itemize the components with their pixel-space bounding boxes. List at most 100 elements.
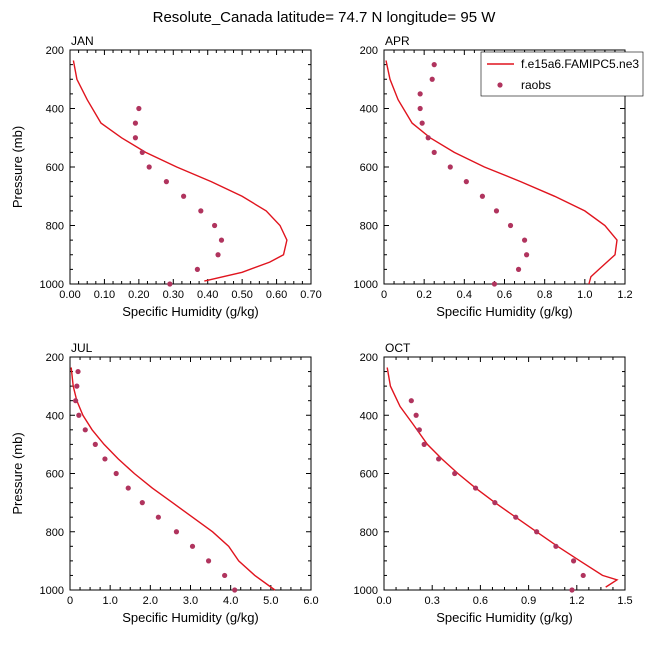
raobs-point (194, 266, 200, 272)
y-axis-label: Pressure (mb) (10, 432, 25, 514)
raobs-point (155, 514, 161, 520)
x-tick-label: 0.10 (94, 289, 115, 301)
x-tick-label: 1.5 (617, 595, 632, 607)
plot-frame (69, 49, 312, 285)
legend-box (480, 51, 644, 97)
x-tick-label: 0.60 (266, 289, 287, 301)
y-tick-label: 200 (360, 45, 378, 57)
raobs-point (570, 558, 577, 564)
raobs-point (215, 252, 221, 258)
y-tick-label: 200 (360, 352, 378, 364)
panel-oct: OCT 0.0 0.3 0.6 0.9 1.2 1.5 200 400 600 800 1000 Spe… (354, 341, 633, 625)
raobs-point (417, 105, 423, 112)
raobs-point (479, 193, 486, 199)
y-tick-label: 400 (46, 104, 64, 116)
raobs-point (452, 470, 458, 477)
raobs-point (580, 572, 586, 579)
x-tick-label: 2.0 (143, 595, 158, 607)
raobs-point (431, 62, 437, 68)
raobs-point (232, 587, 238, 593)
x-tick-label: 0.00 (59, 289, 80, 301)
raobs-point (113, 470, 119, 477)
raobs-point (136, 105, 142, 112)
raobs-point (198, 208, 204, 214)
raobs-point (416, 427, 422, 433)
y-tick-label: 600 (46, 469, 64, 481)
y-tick-label: 600 (360, 469, 378, 481)
raobs-point (491, 281, 498, 287)
x-tick-label: 3.0 (183, 595, 198, 607)
raobs-point (222, 572, 228, 579)
x-tick-label: 0.0 (376, 595, 391, 607)
y-tick-label: 1000 (354, 585, 378, 597)
y-tick-label: 200 (46, 352, 64, 364)
model-profile-line (385, 60, 618, 285)
raobs-point (75, 368, 81, 375)
raobs-point (73, 398, 79, 404)
raobs-point (472, 485, 479, 491)
x-axis-label: Specific Humidity (g/kg) (122, 304, 259, 319)
raobs-point (167, 281, 173, 287)
x-axis-label: Specific Humidity (g/kg) (436, 304, 573, 319)
raobs-point (132, 135, 139, 141)
y-axis-label: Pressure (mb) (10, 126, 25, 208)
y-tick-label: 800 (360, 221, 378, 233)
raobs-point (74, 383, 80, 389)
raobs-point (218, 237, 225, 243)
raobs-point (146, 164, 152, 170)
y-tick-label: 600 (360, 162, 378, 174)
y-tick-label: 1000 (40, 585, 64, 597)
x-tick-label: 6.0 (303, 595, 318, 607)
raobs-point (181, 193, 187, 199)
page-title: Resolute_Canada latitude= 74.7 N longitu… (153, 9, 497, 26)
x-tick-label: 0.6 (473, 595, 488, 607)
raobs-point (521, 237, 528, 243)
y-tick-label: 400 (46, 410, 64, 422)
y-tick-label: 1000 (40, 279, 64, 291)
panel-title: JAN (71, 34, 94, 48)
y-tick-label: 1000 (354, 279, 378, 291)
raobs-point (413, 412, 419, 418)
raobs-point (125, 485, 131, 491)
model-profile-line (70, 367, 276, 591)
panel-title: APR (385, 34, 410, 48)
raobs-point (417, 91, 423, 97)
raobs-point (447, 164, 453, 170)
y-tick-label: 400 (360, 104, 378, 116)
plot-frame (383, 356, 626, 591)
x-tick-label: 0.8 (537, 289, 552, 301)
raobs-point (92, 441, 98, 447)
x-tick-label: 0.40 (197, 289, 218, 301)
x-tick-label: 0.9 (521, 595, 536, 607)
y-tick-label: 800 (46, 527, 64, 539)
panel-jan: JAN 0.00 0.10 0.20 0.30 0.40 0.50 0.60 0.70 200 40… (10, 34, 322, 319)
raobs-point (205, 558, 212, 564)
legend-entry-model: f.e15a6.FAMIPC5.ne3 (521, 57, 639, 71)
raobs-point (493, 208, 500, 214)
y-tick-label: 600 (46, 162, 64, 174)
model-profile-line (386, 367, 619, 588)
panel-title: OCT (385, 341, 411, 355)
x-tick-label: 0.70 (300, 289, 321, 301)
raobs-point (419, 120, 425, 126)
raobs-point (492, 500, 498, 506)
raobs-point (515, 266, 522, 272)
raobs-point (408, 398, 414, 404)
x-tick-label: 0.6 (497, 289, 512, 301)
raobs-point (76, 412, 82, 418)
x-tick-label: 5.0 (263, 595, 278, 607)
legend-entry-raobs: raobs (521, 78, 551, 92)
y-tick-label: 400 (360, 410, 378, 422)
x-tick-label: 0 (381, 289, 387, 301)
raobs-point (513, 514, 519, 520)
raobs-point (436, 456, 442, 462)
raobs-point (421, 441, 427, 447)
x-tick-label: 0 (67, 595, 73, 607)
raobs-point (463, 179, 469, 185)
legend: f.e15a6.FAMIPC5.ne3 raobs (480, 51, 644, 97)
x-tick-label: 0.50 (231, 289, 252, 301)
y-tick-label: 800 (360, 527, 378, 539)
x-tick-label: 0.3 (425, 595, 440, 607)
raobs-point (523, 252, 530, 258)
